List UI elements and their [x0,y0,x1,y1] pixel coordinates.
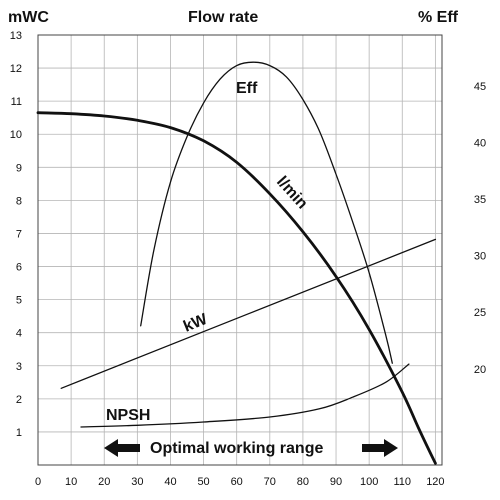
eff-curve-label: Eff [236,80,258,97]
y-left-tick-label: 11 [11,96,22,108]
flow-curve-label: l/min [273,173,311,212]
y-right-axis-label: % Eff [418,9,459,26]
y-left-tick-label: 2 [16,394,22,406]
x-tick-label: 20 [98,476,110,488]
x-tick-label: 100 [360,476,378,488]
series-kw-line [60,238,437,389]
y-left-tick-label: 5 [16,295,22,307]
x-tick-label: 0 [35,476,41,488]
y-left-tick-label: 8 [16,195,22,207]
x-tick-label: 110 [393,476,411,488]
left-arrow-icon [104,439,140,457]
optimal-range-label: Optimal working range [150,440,323,457]
chart-title: Flow rate [188,9,258,26]
npsh-curve-label: NPSH [106,407,150,424]
x-tick-label: 90 [330,476,342,488]
y-left-tick-label: 4 [16,328,22,340]
range-arrows [104,439,398,457]
x-tick-label: 70 [264,476,276,488]
y-right-tick-label: 35 [474,194,486,206]
series-l-min-line [36,111,437,465]
x-tick-label: 30 [131,476,143,488]
y-left-tick-label: 1 [16,427,22,439]
y-right-tick-label: 40 [474,138,486,150]
x-tick-label: 60 [231,476,243,488]
plot-frame [37,34,443,466]
y-right-tick-label: 45 [474,81,486,93]
y-left-tick-label: 13 [10,30,22,42]
tick-labels: 0 10 20 30 40 50 60 70 80 90 100 110 120123456789101… [10,30,486,488]
y-right-tick-label: 30 [474,251,486,263]
y-left-tick-label: 9 [16,162,22,174]
kw-line-label: kW [181,311,210,336]
y-left-tick-label: 7 [16,228,22,240]
y-left-axis-label: mWC [8,9,49,26]
grid [37,34,443,466]
x-tick-label: 50 [197,476,209,488]
y-left-tick-label: 10 [10,129,22,141]
x-tick-label: 10 [65,476,77,488]
x-tick-label: 40 [164,476,176,488]
right-arrow-icon [362,439,398,457]
x-tick-label: 80 [297,476,309,488]
y-left-tick-label: 12 [10,63,22,75]
curves [36,61,437,465]
y-right-tick-label: 20 [474,364,486,376]
series-eff-line [140,61,393,364]
y-left-tick-label: 6 [16,262,22,274]
x-tick-label: 120 [426,476,444,488]
y-left-tick-label: 3 [16,361,22,373]
series-npsh-line [80,363,410,428]
y-right-tick-label: 25 [474,307,486,319]
